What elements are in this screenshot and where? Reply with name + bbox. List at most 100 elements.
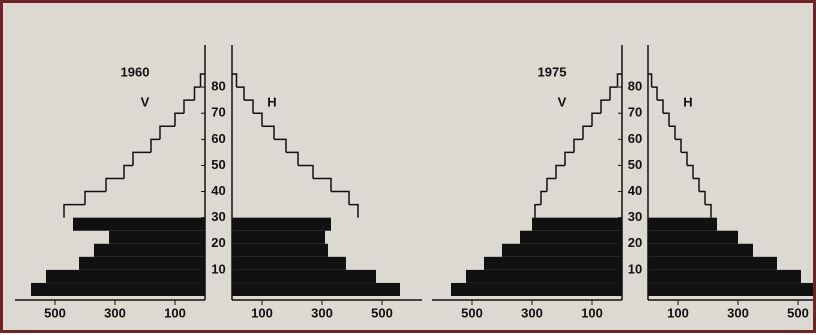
bar-step (313, 177, 332, 192)
bar-step (663, 112, 670, 127)
bar (466, 269, 622, 283)
bar (648, 269, 801, 283)
bar-step (651, 86, 658, 101)
y-tick-label: 70 (628, 105, 642, 120)
bar (73, 217, 205, 231)
bar (109, 230, 205, 244)
bar-step (687, 164, 694, 179)
y-tick-label: 30 (628, 209, 642, 224)
y-tick-label: 60 (211, 131, 225, 146)
bar-step (616, 73, 622, 88)
bar-step (262, 125, 275, 140)
bar-step (681, 151, 688, 166)
bar-step (349, 203, 359, 218)
bar (232, 282, 400, 296)
bar-step (582, 125, 592, 140)
bar (232, 217, 331, 231)
y-tick-label: 30 (211, 209, 225, 224)
x-tick-label: 500 (371, 305, 393, 320)
bar-step (573, 138, 583, 153)
bar-step (174, 112, 184, 127)
x-tick-label: 500 (461, 305, 483, 320)
bar-step (693, 177, 700, 192)
y-tick-label: 80 (211, 79, 225, 94)
x-tick-label: 100 (667, 305, 689, 320)
y-tick-label: 80 (628, 79, 642, 94)
bar-step (63, 203, 85, 218)
bar-step (555, 164, 565, 179)
bar (532, 217, 622, 231)
bar (648, 243, 753, 257)
y-tick-label: 10 (211, 261, 225, 276)
bar (79, 256, 205, 270)
y-tick-label: 20 (628, 235, 642, 250)
chart-title: 1960 (121, 64, 150, 79)
bar-step (609, 86, 618, 101)
bar (232, 230, 325, 244)
bar-step (534, 203, 541, 218)
bar-step (159, 125, 175, 140)
y-tick-label: 60 (628, 131, 642, 146)
bar-step (657, 99, 664, 114)
bar (232, 256, 346, 270)
bar-step (105, 177, 124, 192)
x-tick-label: 300 (521, 305, 543, 320)
bar-step (132, 151, 151, 166)
bar-step (546, 177, 556, 192)
bar (648, 230, 738, 244)
y-tick-label: 40 (211, 183, 225, 198)
bar (484, 256, 622, 270)
legend-label: V (558, 94, 567, 109)
legend-label: H (683, 94, 692, 109)
bar-step (331, 190, 350, 205)
legend-label: H (267, 94, 276, 109)
bar-step (232, 73, 238, 88)
bar-step (675, 138, 682, 153)
bar-step (253, 112, 263, 127)
bar-step (150, 138, 160, 153)
bar-step (123, 164, 133, 179)
x-tick-label: 100 (251, 305, 273, 320)
bar (648, 217, 717, 231)
bar (648, 282, 816, 296)
bar-step (648, 73, 653, 88)
bar (502, 243, 622, 257)
y-tick-label: 10 (628, 261, 642, 276)
bar (648, 256, 777, 270)
bar (46, 269, 205, 283)
x-tick-label: 300 (727, 305, 749, 320)
bar-step (600, 99, 610, 114)
bar (451, 282, 622, 296)
bar-step (183, 99, 195, 114)
bar-step (540, 190, 547, 205)
bar-step (591, 112, 601, 127)
x-tick-label: 100 (581, 305, 603, 320)
bar (94, 243, 205, 257)
bar-step (699, 190, 706, 205)
bar (232, 269, 376, 283)
bar-step (298, 164, 314, 179)
bar-step (274, 138, 287, 153)
bar-step (564, 151, 574, 166)
bar-step (199, 73, 205, 88)
x-tick-label: 300 (311, 305, 333, 320)
y-tick-label: 40 (628, 183, 642, 198)
bar-step (84, 190, 106, 205)
bar (31, 282, 205, 296)
bar-step (669, 125, 676, 140)
y-tick-label: 70 (211, 105, 225, 120)
bar-step (244, 99, 254, 114)
bar-step (236, 86, 245, 101)
bar-step (193, 86, 201, 101)
x-tick-label: 300 (104, 305, 126, 320)
chart: 10 20 30 40 50 60 70 80 500 300 100 500 300 100 V H 1960… (15, 45, 816, 320)
x-tick-label: 500 (44, 305, 66, 320)
bar-step (705, 203, 712, 218)
chart-title: 1975 (538, 64, 567, 79)
bar (520, 230, 622, 244)
bar (232, 243, 328, 257)
y-tick-label: 50 (628, 157, 642, 172)
y-tick-label: 20 (211, 235, 225, 250)
legend-label: V (141, 94, 150, 109)
